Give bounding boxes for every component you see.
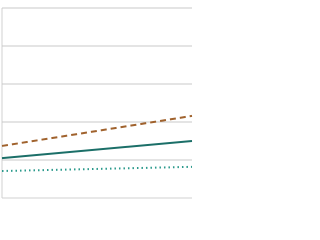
line-series [1, 140, 193, 160]
line-series [1, 114, 193, 147]
page: {"chart_data": {"type": "line", "categor… [1, 7, 193, 199]
chart [1, 7, 193, 199]
line-series [1, 165, 193, 173]
